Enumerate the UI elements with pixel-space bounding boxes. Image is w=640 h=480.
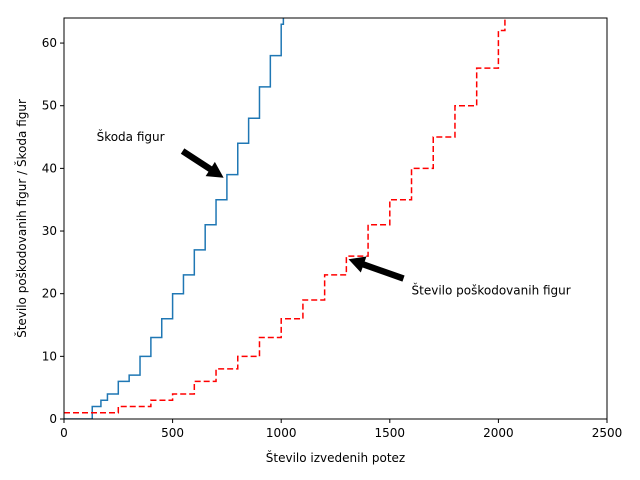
x-tick-label: 1500 — [375, 426, 406, 440]
x-axis: 0 500 1000 1500 2000 2500 — [60, 419, 622, 440]
y-tick-label: 50 — [42, 99, 57, 113]
y-axis: 0 10 20 30 40 50 60 — [42, 36, 64, 426]
y-tick-label: 10 — [42, 349, 57, 363]
y-tick-label: 20 — [42, 287, 57, 301]
x-axis-label: Število izvedenih potez — [266, 450, 405, 465]
y-tick-label: 60 — [42, 36, 57, 50]
annotation-arrow — [180, 148, 224, 178]
annotation-arrow — [348, 256, 405, 282]
annotation-label: Škoda figur — [97, 129, 165, 144]
x-tick-label: 0 — [60, 426, 68, 440]
series-line-2 — [64, 18, 506, 414]
y-tick-label: 40 — [42, 161, 57, 175]
series-line-1 — [64, 18, 285, 419]
plot-frame — [63, 17, 608, 420]
y-tick-label: 30 — [42, 224, 57, 238]
series-layer — [64, 18, 506, 419]
y-axis-label: Število poškodovanih figur / Škoda figur — [14, 99, 29, 338]
x-tick-label: 500 — [161, 426, 184, 440]
x-tick-label: 1000 — [266, 426, 297, 440]
annotation-label: Število poškodovanih figur — [412, 283, 571, 298]
x-tick-label: 2500 — [592, 426, 623, 440]
x-tick-label: 2000 — [483, 426, 514, 440]
annotation-layer: Škoda figur Število poškodovanih figur — [97, 129, 571, 298]
y-tick-label: 0 — [49, 412, 57, 426]
